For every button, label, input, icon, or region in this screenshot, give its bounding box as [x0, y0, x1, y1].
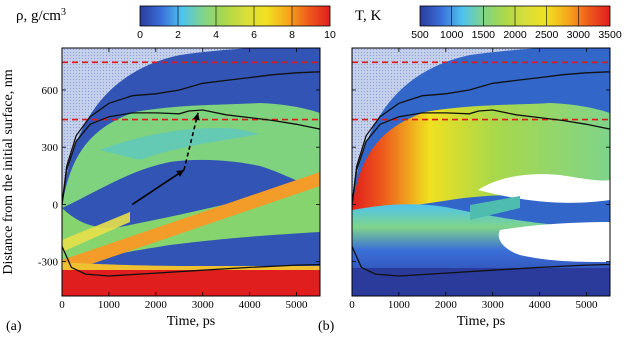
panel-b-void-1	[478, 174, 610, 203]
panel-a-x-axis-label: Time, ps	[167, 314, 216, 329]
x-tick-label: 2000	[145, 299, 168, 311]
colorbar-a-title: ρ, g/cm3	[16, 7, 66, 24]
x-tick-label: 1000	[98, 299, 121, 311]
panel-a-spall-layer	[62, 103, 320, 208]
x-tick-label: 3000	[192, 299, 215, 311]
panel-b-label: (b)	[318, 319, 335, 334]
x-tick-label: 1000	[388, 299, 411, 311]
colorbar-tick-label: 8	[289, 29, 295, 41]
panel-a-melt-front	[62, 262, 320, 270]
y-tick-label: 600	[42, 85, 59, 97]
colorbar-tick-label: 2500	[535, 29, 559, 41]
boundary-curve-lower	[62, 109, 320, 205]
x-tick-label: 5000	[576, 299, 599, 311]
x-tick-label: 4000	[529, 299, 552, 311]
arrow-solid	[131, 169, 185, 206]
boundary-curve-bottom	[352, 246, 610, 277]
colorbar-tick-label: 6	[251, 29, 257, 41]
y-tick-label: 0	[53, 199, 59, 211]
y-tick-label: 300	[42, 142, 59, 154]
colorbar-tick-label: 500	[411, 29, 429, 41]
x-tick-label: 0	[349, 299, 355, 311]
colorbar-a: ρ, g/cm3 0 2 4 6 8 10	[16, 5, 336, 41]
panel-a-label: (a)	[6, 319, 22, 334]
colorbar-tick-label: 3000	[567, 29, 591, 41]
boundary-curve-upper	[352, 71, 610, 205]
colorbar-tick-label: 0	[137, 29, 143, 41]
panel-a-wave-region	[100, 128, 260, 160]
arrow-head	[176, 170, 184, 177]
colorbar-tick-label: 2000	[503, 29, 527, 41]
x-tick-label: 4000	[239, 299, 262, 311]
y-tick-label: -300	[38, 257, 59, 269]
arrow-head	[192, 112, 200, 121]
panel-b-plot-area: 0 1000 2000 3000 4000 5000	[349, 47, 611, 311]
arrow-dashed	[183, 112, 199, 171]
panel-b-void-2	[498, 222, 610, 262]
panel-a-frame	[61, 47, 321, 297]
boundary-curve-upper	[62, 71, 320, 205]
colorbar-a-ramp	[139, 5, 331, 27]
panel-a-y-axis-label: Distance from the initial surface, nm	[1, 69, 16, 274]
colorbar-tick-label: 10	[324, 29, 336, 41]
panel-b-cool-band	[470, 196, 520, 220]
panel-b-x-axis-label: Time, ps	[457, 314, 506, 329]
colorbar-tick-label: 2	[175, 29, 181, 41]
x-tick-label: 3000	[482, 299, 505, 311]
boundary-curve-bottom	[62, 246, 320, 277]
panel-a-yellow-band	[62, 212, 130, 252]
panel-b-frame	[351, 47, 611, 297]
x-tick-label: 5000	[286, 299, 309, 311]
colorbar-b: T, K 500 1000 1500 2000 2500 3000 3500	[355, 5, 622, 41]
panel-b-bulk-target	[352, 268, 610, 296]
x-tick-label: 2000	[435, 299, 458, 311]
panel-a-bulk-target	[62, 268, 320, 296]
x-tick-label: 0	[59, 299, 65, 311]
colorbar-tick-label: 3500	[598, 29, 622, 41]
colorbar-tick-label: 4	[213, 29, 219, 41]
colorbar-tick-label: 1500	[472, 29, 496, 41]
colorbar-b-title: T, K	[355, 8, 382, 24]
panel-a-dense-band	[62, 172, 320, 274]
colorbar-tick-label: 1000	[440, 29, 464, 41]
panel-a-plot-area: 0 1000 2000 3000 4000 5000 -300 0 300 600	[38, 47, 321, 311]
boundary-curve-lower	[352, 109, 610, 205]
